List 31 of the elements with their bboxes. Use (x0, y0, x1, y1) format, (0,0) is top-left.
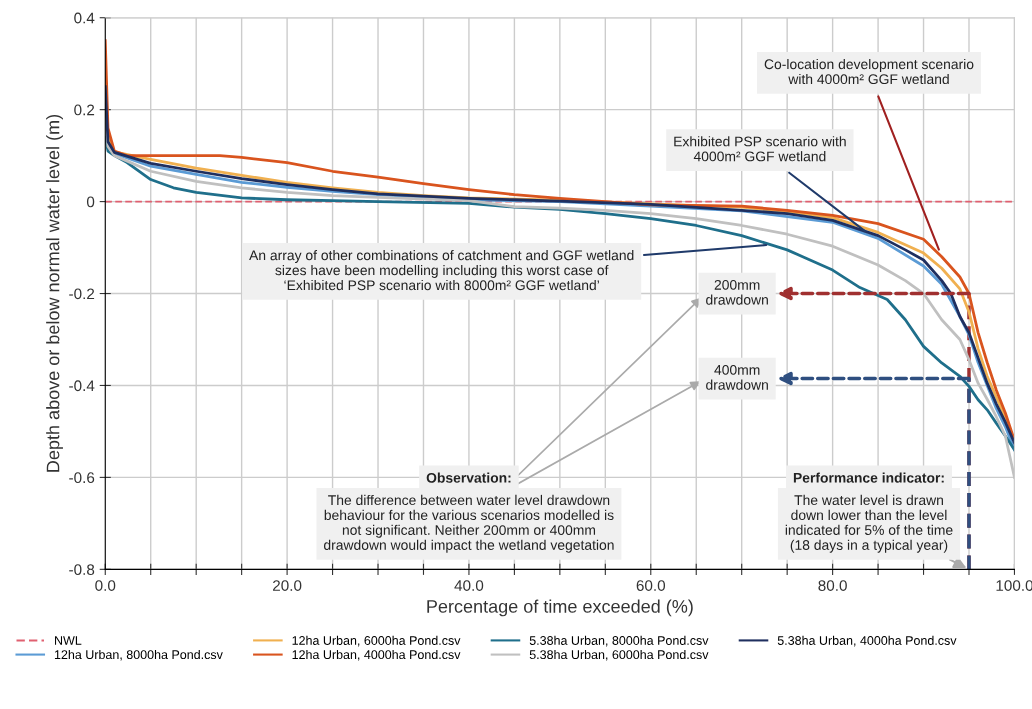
x-tick-label: 20.0 (273, 580, 302, 591)
y-tick-label: -0.6 (69, 472, 95, 484)
legend-label: 12ha Urban, 8000ha Pond.csv (54, 649, 223, 661)
annotation: Observation: (426, 472, 511, 483)
annotation: An array of other combinations of catchment and GGF wetland sizes have been modelling including this worst case of ‘Exhibited PSP scenario with 8000m² GGF wetland’ (249, 250, 634, 291)
annotation: The difference between water level drawdown behaviour for the various scenarios modelled is not significant. Neither 200mm or 400mm drawdown would impact the wetland vegetation (324, 494, 614, 553)
annotation: 400mm drawdown (706, 364, 768, 390)
annotation: Performance indicator: (793, 472, 944, 483)
legend-label: 12ha Urban, 6000ha Pond.csv (292, 635, 461, 647)
x-tick-label: 0.0 (95, 580, 116, 591)
annotation: The water level is drawn down lower than the level indicated for 5% of the time (18 days in a typical year) (785, 494, 953, 553)
x-tick-label: 60.0 (636, 580, 666, 591)
annotation: 200mm drawdown (706, 279, 768, 305)
legend-label: NWL (55, 636, 82, 645)
y-tick-label: -0.4 (69, 380, 95, 392)
y-tick-label: 0.2 (74, 104, 95, 116)
y-axis-title: Depth above or below normal water level (m) (46, 115, 63, 472)
y-tick-label: 0 (86, 196, 95, 208)
y-tick-label: -0.2 (69, 288, 95, 300)
legend-label: 5.38ha Urban, 6000ha Pond.csv (529, 649, 709, 661)
legend-label: 12ha Urban, 4000ha Pond.csv (292, 649, 461, 661)
x-tick-label: 40.0 (454, 580, 484, 591)
x-tick-label: 80.0 (818, 580, 847, 591)
legend-label: 5.38ha Urban, 4000ha Pond.csv (777, 635, 957, 647)
legend-label: 5.38ha Urban, 8000ha Pond.csv (529, 635, 709, 647)
y-tick-label: -0.8 (69, 564, 95, 576)
y-tick-label: 0.4 (74, 12, 95, 24)
annotation: Co-location development scenario with 4000m² GGF wetland (764, 58, 974, 85)
annotation: Exhibited PSP scenario with 4000m² GGF wetland (674, 136, 846, 162)
x-tick-label: 100.0 (996, 580, 1032, 591)
x-axis-title: Percentage of time exceeded (%) (427, 599, 693, 617)
